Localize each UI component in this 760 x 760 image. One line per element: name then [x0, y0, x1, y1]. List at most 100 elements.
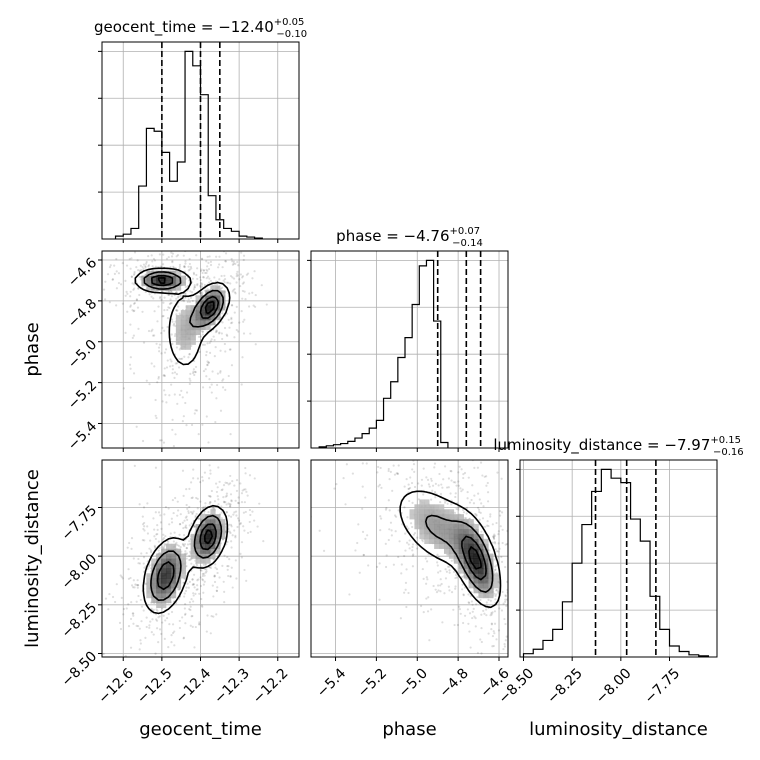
sample-point — [494, 593, 498, 596]
sample-point — [215, 482, 218, 485]
sample-point — [242, 320, 245, 323]
sample-point — [192, 600, 195, 603]
sample-point — [508, 647, 510, 649]
sample-point — [473, 466, 476, 469]
sample-point — [351, 472, 354, 475]
sample-point — [491, 523, 494, 526]
sample-point — [219, 349, 222, 352]
sample-point — [533, 671, 535, 673]
density-cell — [443, 509, 450, 515]
sample-point — [115, 270, 118, 273]
sample-point — [164, 505, 168, 509]
title-eq: = — [381, 227, 403, 245]
sample-point — [513, 651, 515, 653]
sample-point — [181, 396, 184, 399]
sample-point — [385, 554, 388, 557]
sample-point — [169, 298, 172, 301]
sample-point — [419, 604, 423, 608]
density-cell — [156, 280, 162, 286]
sample-point — [218, 332, 221, 335]
sample-point — [127, 625, 131, 628]
sample-point — [509, 603, 511, 605]
sample-point — [229, 432, 232, 436]
density-cell — [195, 548, 201, 554]
sample-point — [184, 260, 187, 263]
density-cell — [170, 558, 177, 564]
density-cell — [210, 514, 216, 520]
density-cell — [200, 553, 206, 559]
sample-point — [431, 489, 434, 492]
sample-point — [188, 601, 192, 604]
density-cell — [146, 280, 152, 286]
density-cell — [146, 592, 152, 599]
sample-point — [399, 617, 402, 620]
sample-point — [439, 501, 442, 504]
sample-point — [408, 539, 411, 542]
y-tick-label: −4.8 — [65, 296, 100, 331]
sample-point — [246, 494, 249, 497]
sample-point — [179, 357, 182, 361]
density-cell — [156, 285, 162, 291]
sample-point — [189, 605, 192, 608]
sample-point — [364, 496, 367, 499]
sample-point — [497, 533, 500, 536]
sample-point — [210, 615, 213, 618]
sample-point — [208, 386, 211, 389]
sample-point — [197, 335, 201, 338]
sample-point — [132, 622, 135, 625]
sample-point — [510, 539, 512, 541]
sample-point — [192, 370, 195, 373]
density-cell — [473, 578, 479, 584]
sample-point — [203, 580, 206, 583]
density-cell — [468, 553, 474, 559]
sample-point — [487, 598, 490, 601]
sample-point — [170, 383, 173, 386]
density-cell — [488, 573, 494, 579]
sample-point — [433, 462, 437, 465]
sample-point — [480, 627, 483, 630]
panel-luminosity_distance-hist: luminosity_distance = −7.97+0.15 −0.16−8.… — [493, 435, 743, 707]
sample-point — [115, 583, 118, 586]
density-cell — [146, 588, 152, 594]
sample-point — [142, 527, 145, 531]
sample-point — [435, 590, 439, 594]
sample-point — [201, 579, 205, 582]
density — [311, 460, 535, 673]
sample-point — [196, 497, 199, 500]
sample-point — [517, 586, 519, 588]
sample-point — [209, 472, 212, 475]
density-cell — [463, 548, 469, 554]
sample-point — [379, 529, 382, 532]
sample-point — [387, 499, 390, 502]
sample-point — [236, 270, 239, 273]
sample-point — [230, 525, 233, 528]
sample-point — [157, 549, 160, 552]
contour-line — [143, 271, 224, 328]
sample-point — [173, 371, 177, 374]
sample-point — [335, 483, 338, 486]
density-cell — [215, 528, 221, 535]
sample-point — [239, 522, 242, 526]
density-cell — [185, 310, 191, 316]
density-cell — [468, 538, 474, 545]
sample-point — [169, 266, 172, 269]
sample-point — [192, 271, 195, 274]
sample-point — [205, 354, 208, 357]
sample-point — [122, 387, 125, 390]
sample-point — [172, 265, 175, 268]
sample-point — [204, 368, 207, 371]
sample-point — [199, 286, 202, 289]
contour-line — [156, 523, 217, 591]
sample-point — [397, 509, 400, 512]
sample-point — [428, 485, 431, 488]
sample-point — [212, 595, 215, 598]
sample-point — [504, 565, 507, 569]
sample-point — [156, 609, 159, 612]
sample-point — [504, 595, 507, 598]
sample-point — [503, 643, 506, 646]
panel-frame — [519, 459, 718, 658]
sample-point — [204, 563, 207, 567]
density-cell — [463, 543, 469, 549]
density-cell — [448, 548, 455, 554]
density-cell — [156, 592, 162, 599]
